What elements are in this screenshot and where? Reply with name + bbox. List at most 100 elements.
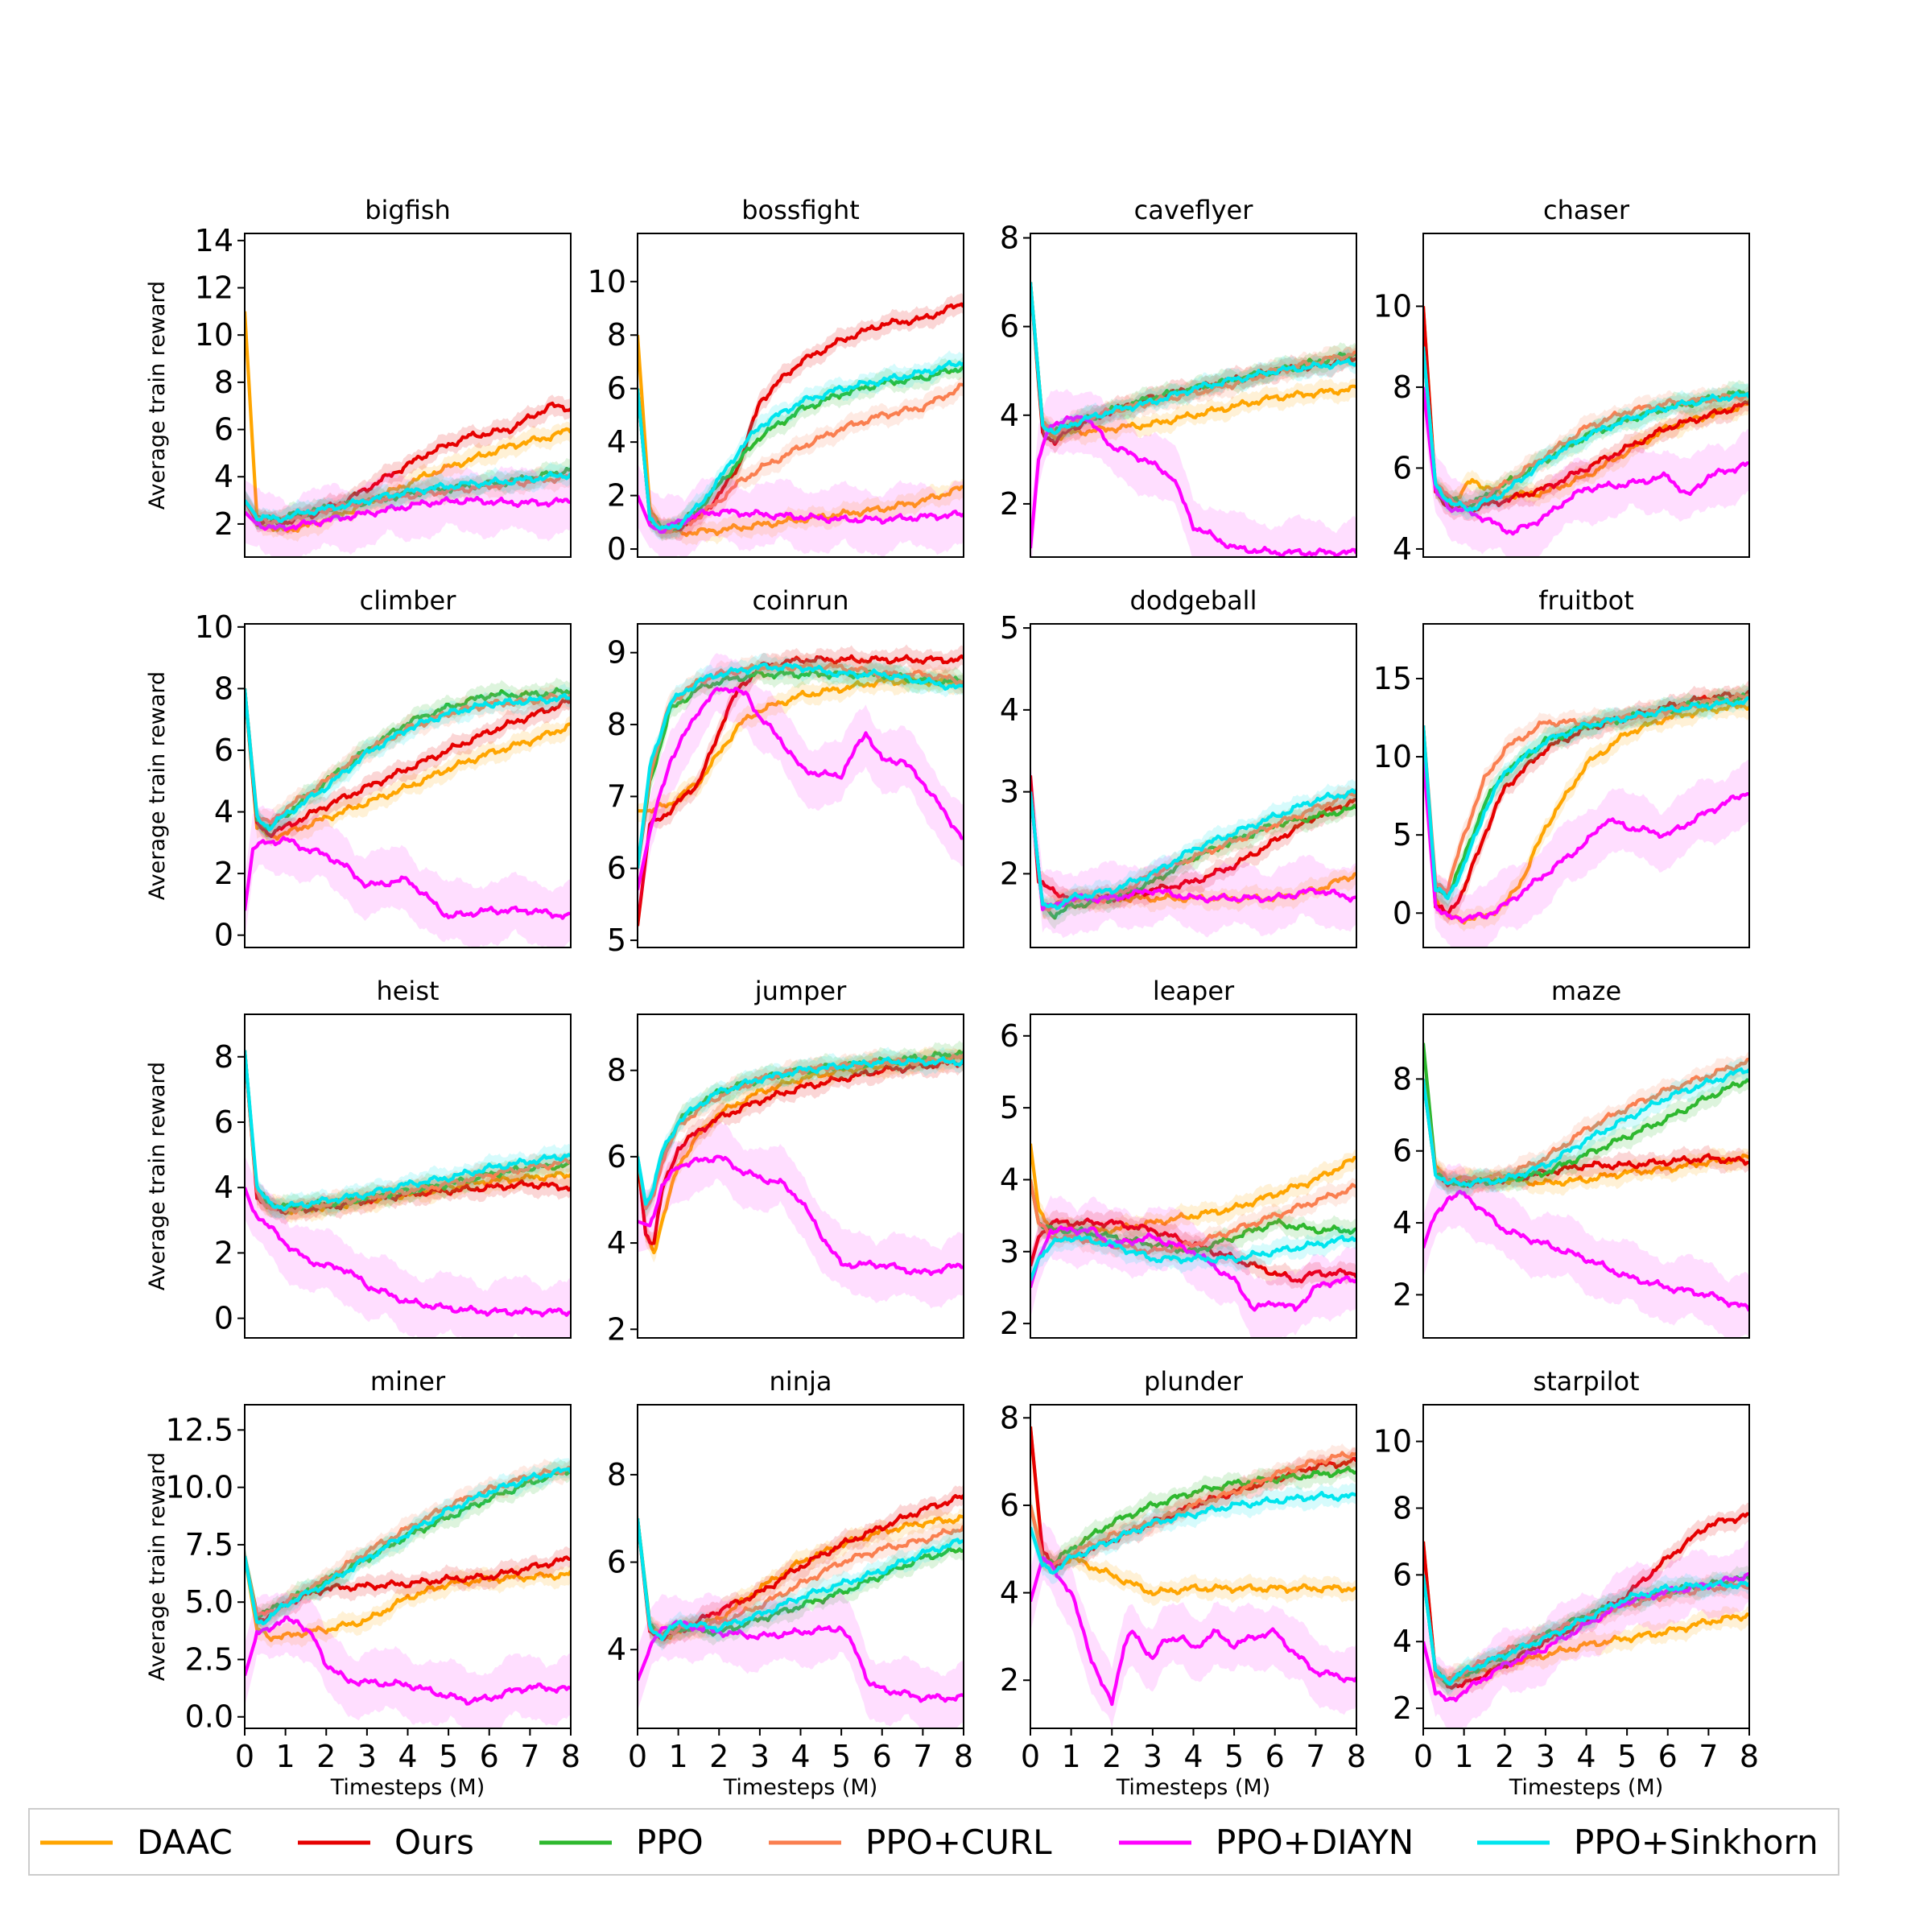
ytick-label-bigfish: 6 xyxy=(214,412,233,448)
line-miner-ppo-diayn xyxy=(245,1615,571,1706)
axes-frame-heist xyxy=(244,1013,572,1339)
ytick-label-coinrun: 9 xyxy=(607,635,626,671)
ytick-label-leaper: 3 xyxy=(1000,1234,1019,1269)
plot-area-plunder xyxy=(1030,1416,1356,1728)
subplot-maze: maze 2 4 6 8 xyxy=(1393,976,1750,1339)
ytick-label-starpilot: 4 xyxy=(1393,1624,1412,1659)
ytick-label-bossfight: 6 xyxy=(607,371,626,407)
ytick-label-leaper: 6 xyxy=(1000,1018,1019,1054)
ytick-label-maze: 8 xyxy=(1393,1061,1412,1096)
subplot-caveflyer: caveflyer 2 4 6 8 xyxy=(1000,195,1357,558)
legend-label-ours: Ours xyxy=(394,1823,474,1862)
xtick-label-ninja: 2 xyxy=(709,1739,729,1774)
subplot-title-dodgeball: dodgeball xyxy=(1130,585,1257,616)
plot-area-bigfish xyxy=(245,304,571,557)
ytick-label-jumper: 2 xyxy=(607,1311,626,1347)
xtick-label-miner: 6 xyxy=(480,1739,499,1774)
subplot-jumper: jumper 2 4 6 8 xyxy=(607,976,964,1347)
xtick-label-plunder: 2 xyxy=(1102,1739,1121,1774)
subplot-chaser: chaser 4 6 8 10 xyxy=(1373,195,1750,567)
line-bossfight-daac xyxy=(638,335,964,538)
line-chaser-daac xyxy=(1423,306,1749,508)
subplot-title-maze: maze xyxy=(1551,976,1621,1006)
line-maze-ppo-sinkhorn xyxy=(1423,1067,1749,1188)
x-axis-label: Timesteps (M) xyxy=(1116,1775,1271,1800)
ytick-label-heist: 2 xyxy=(214,1235,233,1270)
ytick-label-miner: 12.5 xyxy=(165,1412,233,1447)
xtick-label-plunder: 5 xyxy=(1224,1739,1244,1774)
line-caveflyer-daac xyxy=(1030,282,1356,441)
band-heist-ppo-curl xyxy=(245,1042,571,1223)
subplot-title-fruitbot: fruitbot xyxy=(1538,585,1634,616)
ytick-label-maze: 4 xyxy=(1393,1205,1412,1241)
band-plunder-ppo-sinkhorn xyxy=(1030,1482,1356,1584)
ytick-label-bossfight: 0 xyxy=(607,531,626,567)
band-plunder-ppo-diayn xyxy=(1030,1521,1356,1728)
plot-area-miner xyxy=(245,1457,571,1728)
ytick-label-chaser: 4 xyxy=(1393,531,1412,567)
ytick-label-jumper: 6 xyxy=(607,1139,626,1174)
line-coinrun-ppo-sinkhorn xyxy=(638,662,964,869)
ytick-label-chaser: 8 xyxy=(1393,369,1412,405)
plot-area-coinrun xyxy=(638,644,964,935)
ytick-label-bigfish: 14 xyxy=(195,223,233,258)
band-jumper-daac xyxy=(638,1046,964,1263)
ytick-label-fruitbot: 15 xyxy=(1373,661,1412,696)
xtick-label-plunder: 7 xyxy=(1306,1739,1325,1774)
line-coinrun-ppo-curl xyxy=(638,661,964,869)
xtick-label-miner: 3 xyxy=(357,1739,377,1774)
ytick-label-bigfish: 2 xyxy=(214,506,233,542)
band-starpilot-ours xyxy=(1423,1502,1749,1699)
line-bossfight-ppo-sinkhorn xyxy=(638,360,964,530)
legend-entry-ppo: PPO xyxy=(539,1823,704,1862)
ytick-label-miner: 2.5 xyxy=(185,1641,233,1677)
y-axis-label: Average train reward xyxy=(145,1452,170,1681)
line-ninja-ppo-diayn xyxy=(638,1620,964,1703)
plot-area-ninja xyxy=(638,1484,964,1728)
axes-frame-jumper xyxy=(637,1013,964,1339)
legend-label-ppo-diayn: PPO+DIAYN xyxy=(1216,1823,1414,1862)
xtick-label-ninja: 8 xyxy=(954,1739,973,1774)
xtick-label-ninja: 7 xyxy=(913,1739,932,1774)
band-starpilot-ppo-sinkhorn xyxy=(1423,1563,1749,1696)
ytick-label-dodgeball: 4 xyxy=(1000,692,1019,728)
line-starpilot-ours xyxy=(1423,1512,1749,1690)
ytick-label-bossfight: 4 xyxy=(607,424,626,460)
ytick-label-miner: 5.0 xyxy=(185,1584,233,1620)
xtick-label-ninja: 5 xyxy=(832,1739,851,1774)
legend-entry-daac: DAAC xyxy=(40,1823,233,1862)
ytick-label-dodgeball: 5 xyxy=(1000,610,1019,646)
xtick-label-miner: 2 xyxy=(316,1739,336,1774)
subplot-bossfight: bossfight 0 2 4 6 8 10 xyxy=(588,195,964,567)
ytick-label-ninja: 4 xyxy=(607,1632,626,1667)
xtick-label-plunder: 3 xyxy=(1143,1739,1162,1774)
ytick-label-climber: 8 xyxy=(214,671,233,706)
subplot-title-chaser: chaser xyxy=(1543,195,1630,225)
ytick-label-maze: 6 xyxy=(1393,1133,1412,1169)
xtick-label-miner: 8 xyxy=(561,1739,580,1774)
band-jumper-ppo-diayn xyxy=(638,1121,964,1309)
subplot-title-heist: heist xyxy=(376,976,439,1006)
axes-frame-bossfight xyxy=(637,233,964,558)
legend-entry-ppo-curl: PPO+CURL xyxy=(769,1823,1052,1862)
ytick-label-heist: 8 xyxy=(214,1039,233,1075)
band-leaper-ppo-diayn xyxy=(1030,1195,1356,1338)
band-jumper-ppo xyxy=(638,1040,964,1219)
line-jumper-ppo-sinkhorn xyxy=(638,1055,964,1206)
legend: DAAC Ours PPO PPO+CURL PPO+DIAYN PPO+Sin… xyxy=(28,1808,1839,1876)
ytick-label-leaper: 5 xyxy=(1000,1090,1019,1125)
ytick-label-bigfish: 12 xyxy=(195,270,233,305)
ytick-label-chaser: 10 xyxy=(1373,288,1412,324)
ytick-label-climber: 10 xyxy=(195,609,233,645)
axes-frame-dodgeball xyxy=(1030,623,1357,948)
line-leaper-ppo-diayn xyxy=(1030,1225,1356,1312)
line-climber-daac xyxy=(245,688,571,841)
ytick-label-leaper: 2 xyxy=(1000,1306,1019,1341)
xtick-label-starpilot: 2 xyxy=(1495,1739,1514,1774)
band-maze-ppo-sinkhorn xyxy=(1423,1058,1749,1195)
subplot-title-coinrun: coinrun xyxy=(752,585,848,616)
xtick-label-ninja: 0 xyxy=(628,1739,647,1774)
line-plunder-ppo-sinkhorn xyxy=(1030,1490,1356,1575)
ytick-label-fruitbot: 5 xyxy=(1393,817,1412,852)
